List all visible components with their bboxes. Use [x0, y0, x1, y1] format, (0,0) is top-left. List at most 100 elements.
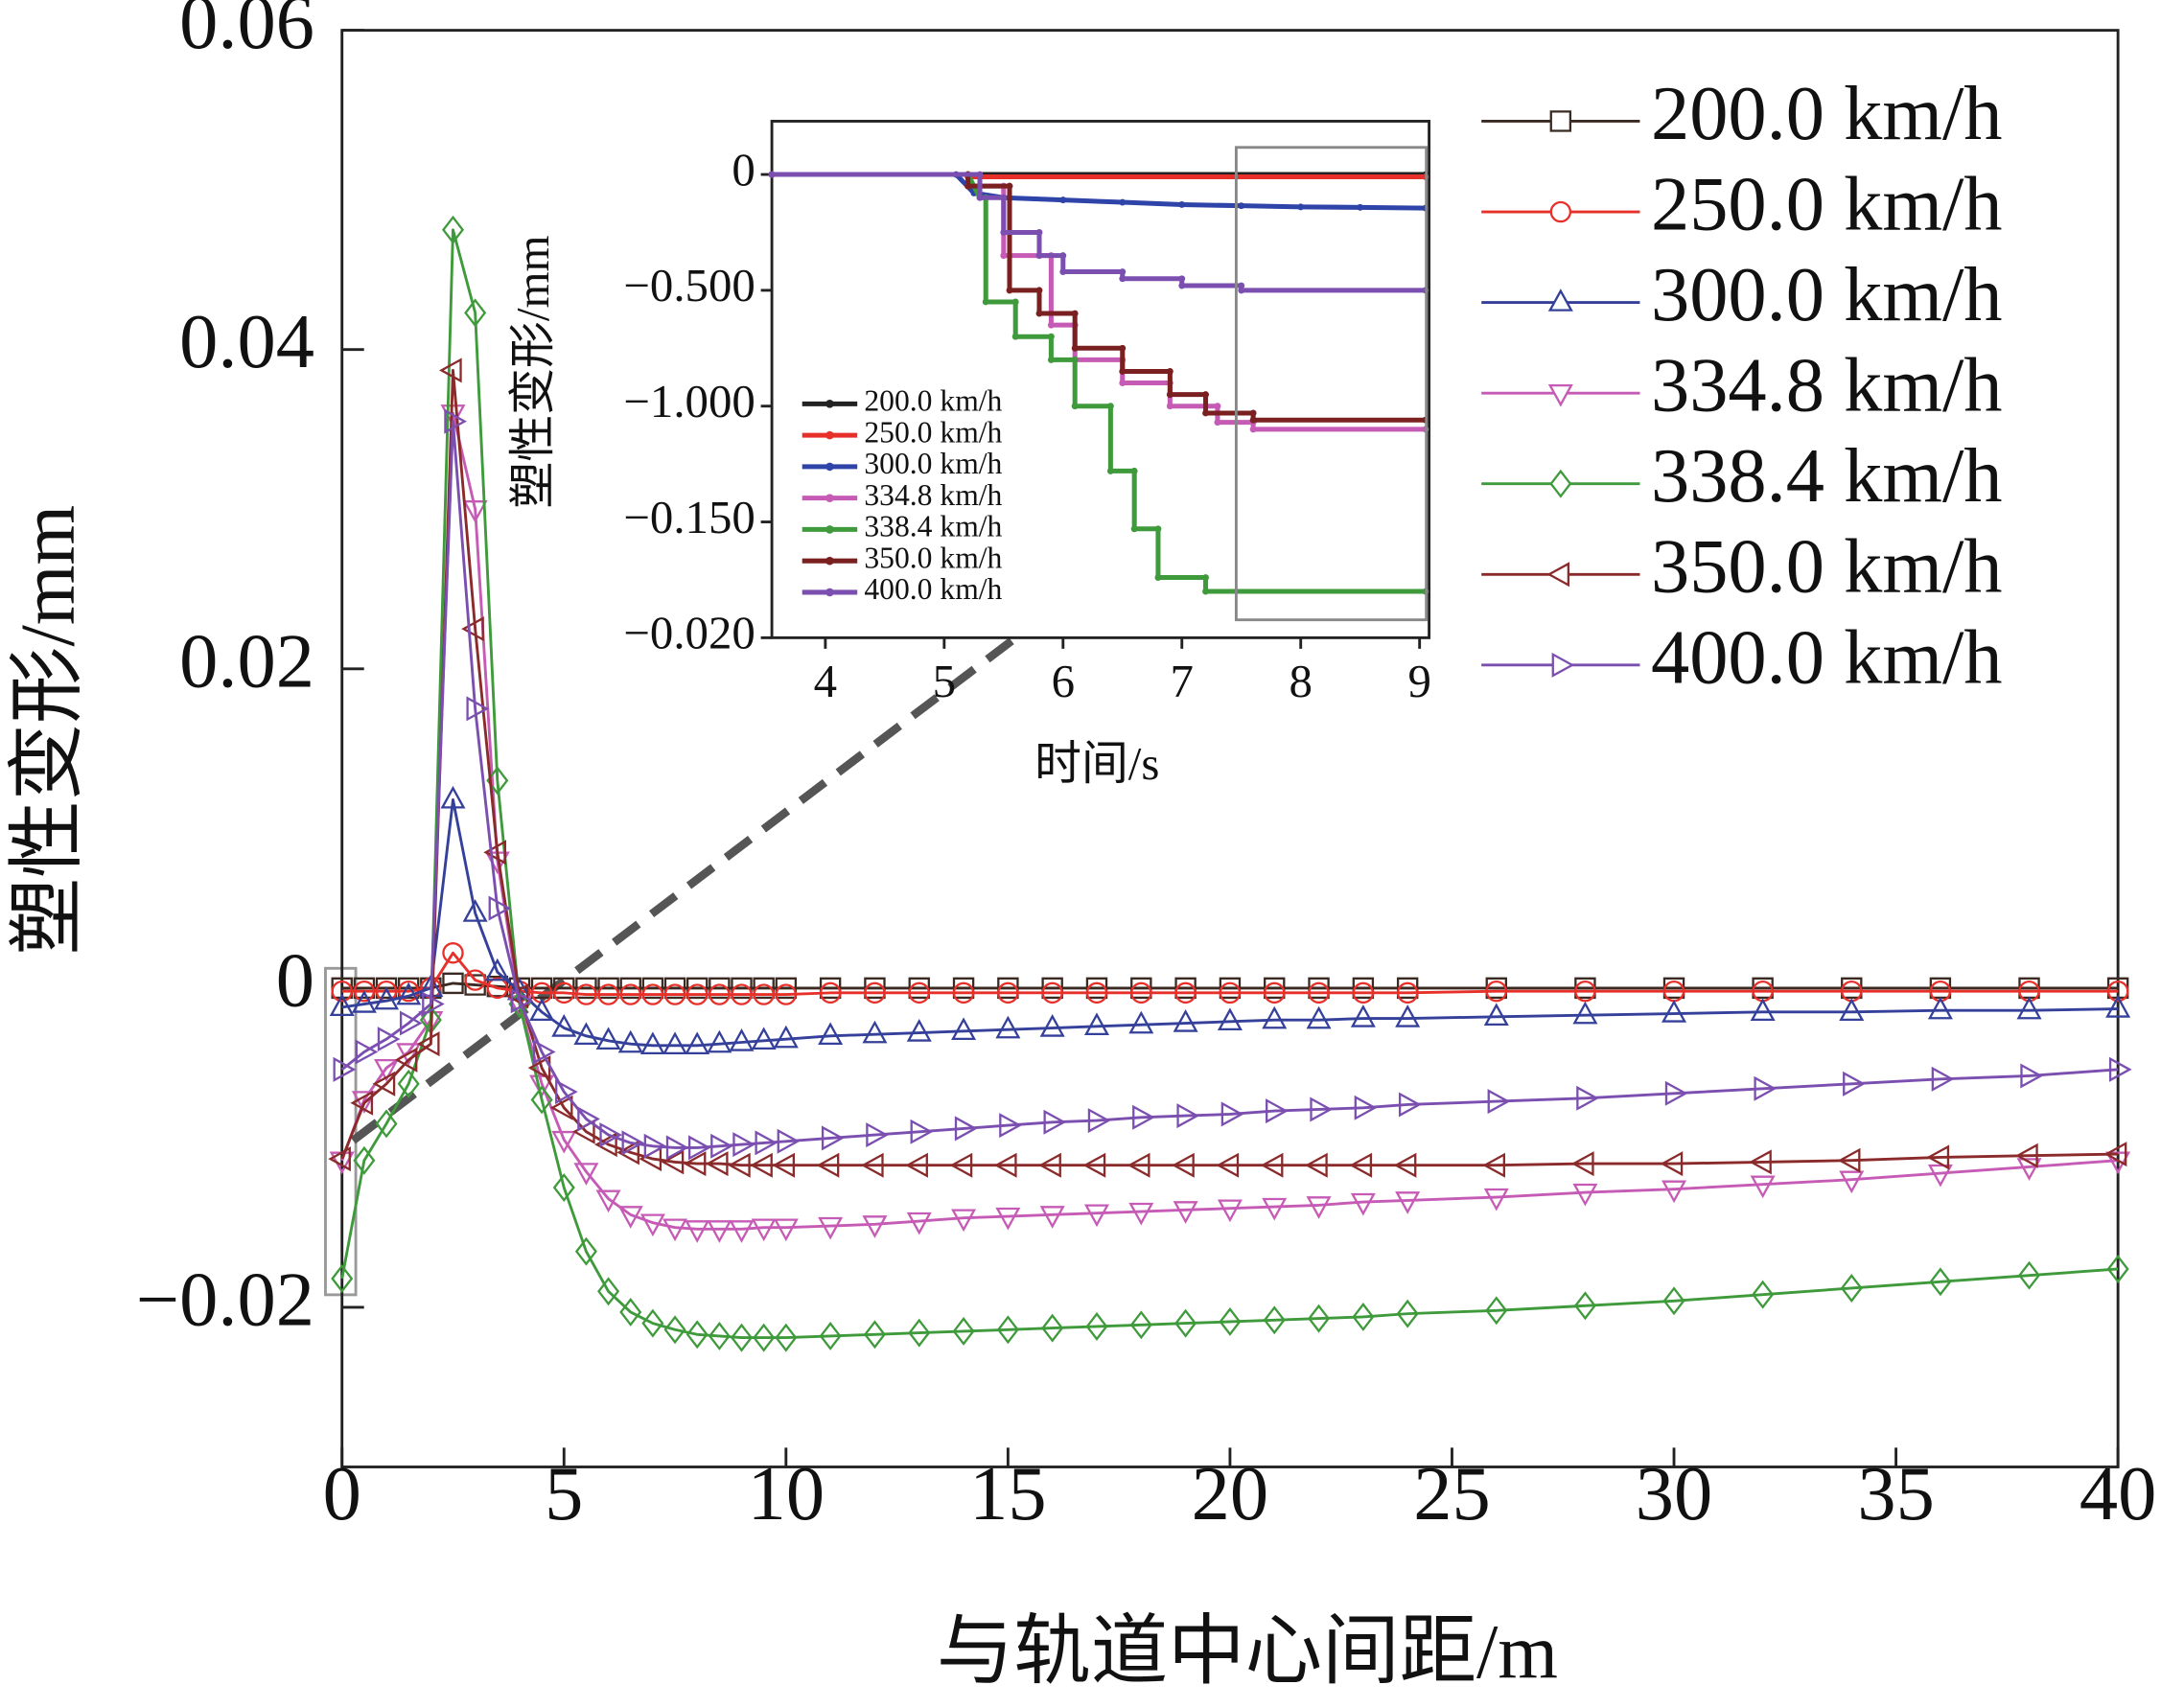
legend-label: 334.8 km/h: [1651, 343, 2003, 428]
data-point: [617, 1029, 643, 1053]
data-point: [777, 1128, 801, 1154]
data-point: [1843, 1071, 1866, 1096]
data-point: [1106, 467, 1114, 474]
data-point: [730, 1323, 754, 1352]
data-point: [575, 983, 597, 1005]
data-point: [529, 998, 555, 1022]
x-tick-label: 9: [1407, 655, 1430, 707]
data-point: [818, 1022, 844, 1046]
data-point: [964, 182, 972, 190]
legend-label: 400.0 km/h: [1651, 614, 2003, 700]
data-point: [819, 981, 842, 1004]
data-point: [954, 1116, 978, 1142]
data-point: [619, 983, 641, 1005]
data-point: [663, 1315, 686, 1345]
series-line: [340, 368, 2119, 1167]
data-point: [732, 1132, 755, 1158]
data-point: [862, 1020, 888, 1044]
data-point: [997, 981, 1019, 1004]
data-point: [1482, 1152, 1505, 1178]
y-tick-label: 0: [732, 143, 755, 196]
data-point: [1752, 981, 1774, 1003]
data-point: [483, 840, 507, 866]
data-point: [551, 1130, 577, 1154]
data-point: [862, 1215, 888, 1238]
data-point: [350, 1090, 374, 1116]
data-point: [816, 1152, 840, 1178]
series-line: [341, 951, 2119, 996]
data-point: [639, 1213, 665, 1237]
data-point: [1047, 321, 1055, 329]
data-point: [1927, 1164, 1953, 1188]
data-point: [2020, 1063, 2043, 1089]
data-point: [1128, 1202, 1154, 1226]
data-point: [462, 500, 488, 523]
data-point: [372, 1071, 396, 1096]
data-point: [1662, 981, 1685, 1003]
data-point: [1154, 525, 1162, 533]
data-point: [396, 981, 422, 1005]
data-point: [1661, 1000, 1687, 1023]
legend-label: 250.0 km/h: [864, 415, 1002, 449]
data-point: [597, 983, 619, 1005]
data-point: [621, 1130, 645, 1156]
data-point: [1310, 1096, 1334, 1122]
legend-label: 400.0 km/h: [864, 572, 1002, 606]
data-point: [1087, 1108, 1111, 1134]
data-point: [1119, 368, 1127, 375]
data-point: [685, 1031, 710, 1055]
data-point: [708, 1321, 731, 1350]
data-point: [1119, 198, 1127, 206]
data-point: [394, 1047, 418, 1073]
data-point: [1071, 344, 1079, 352]
data-point: [1839, 1170, 1865, 1194]
series-line: [341, 797, 2119, 1048]
data-point: [399, 1010, 423, 1036]
y-tick-label: −0.020: [623, 607, 755, 659]
data-point: [466, 696, 490, 722]
data-point: [1754, 1075, 1778, 1101]
legend-label: 200.0 km/h: [864, 384, 1002, 418]
data-point: [1154, 574, 1162, 581]
data-point: [1238, 282, 1245, 289]
data-point: [355, 1039, 379, 1065]
data-point: [1572, 1001, 1598, 1025]
data-point: [1214, 403, 1221, 410]
x-tick-label: 30: [1636, 1451, 1712, 1536]
data-point: [1166, 403, 1173, 410]
data-point: [1202, 588, 1209, 595]
data-point: [1173, 1201, 1198, 1224]
data-point: [595, 1189, 621, 1213]
x-tick-label: 40: [2080, 1451, 2156, 1536]
data-point: [1840, 1274, 1863, 1303]
legend-label: 200.0 km/h: [1651, 71, 2003, 156]
data-point: [573, 1163, 599, 1186]
data-point: [1352, 1302, 1375, 1331]
data-point: [444, 408, 467, 434]
data-point: [1041, 1313, 1064, 1343]
data-point: [1119, 275, 1127, 283]
data-point: [1174, 1308, 1197, 1338]
data-point: [1308, 981, 1330, 1004]
data-point: [553, 981, 575, 1004]
data-point: [549, 1095, 573, 1120]
data-point: [1837, 1147, 1861, 1173]
legend-marker: [825, 494, 834, 502]
data-point: [1297, 203, 1305, 211]
data-point: [1349, 1152, 1373, 1178]
data-point: [709, 983, 731, 1005]
data-point: [1082, 1152, 1106, 1178]
data-point: [1929, 981, 1952, 1003]
data-point: [333, 1056, 357, 1082]
data-point: [1483, 1188, 1509, 1212]
data-point: [510, 988, 534, 1014]
data-point: [530, 981, 553, 1004]
data-point: [1000, 252, 1008, 260]
data-point: [619, 1297, 642, 1327]
data-point: [1132, 1104, 1155, 1130]
data-point: [2018, 1260, 2041, 1290]
data-point: [331, 1264, 354, 1293]
data-point: [351, 990, 377, 1013]
data-point: [728, 1152, 751, 1178]
data-point: [665, 1135, 689, 1161]
